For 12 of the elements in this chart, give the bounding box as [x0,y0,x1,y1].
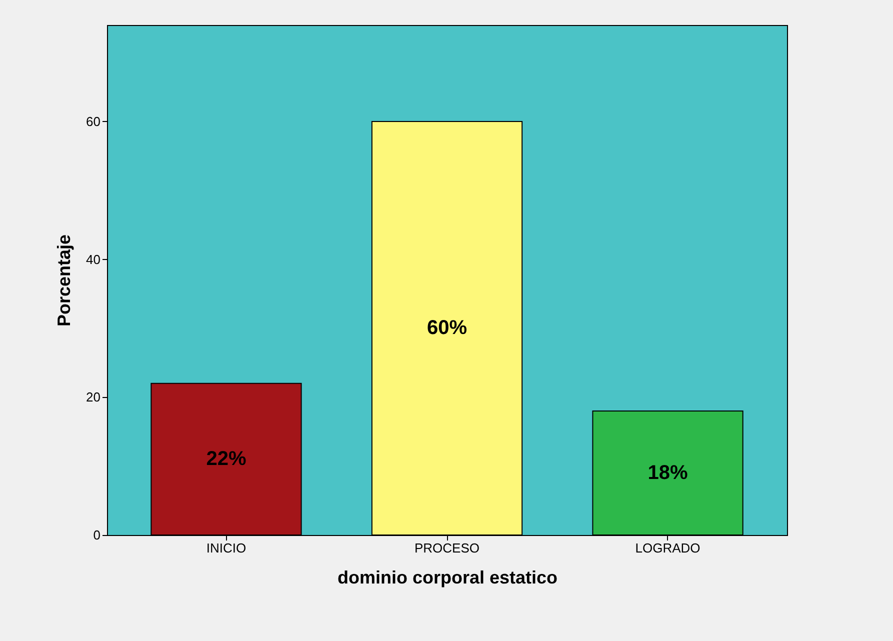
y-tick-label: 20 [86,390,100,405]
y-tick-label: 0 [93,528,100,542]
data-label: 22% [206,448,246,470]
y-tick-label: 60 [86,114,100,129]
x-tick-label: LOGRADO [635,540,700,556]
data-label: 60% [426,317,468,340]
x-tick-label: PROCESO [414,540,480,556]
x-axis-title: dominio corporal estatico [337,568,558,588]
x-tick-label: INICIO [206,540,246,556]
y-axis-title: Porcentaje [54,234,74,327]
y-tick-label: 40 [86,252,100,267]
data-label: 18% [648,462,688,484]
